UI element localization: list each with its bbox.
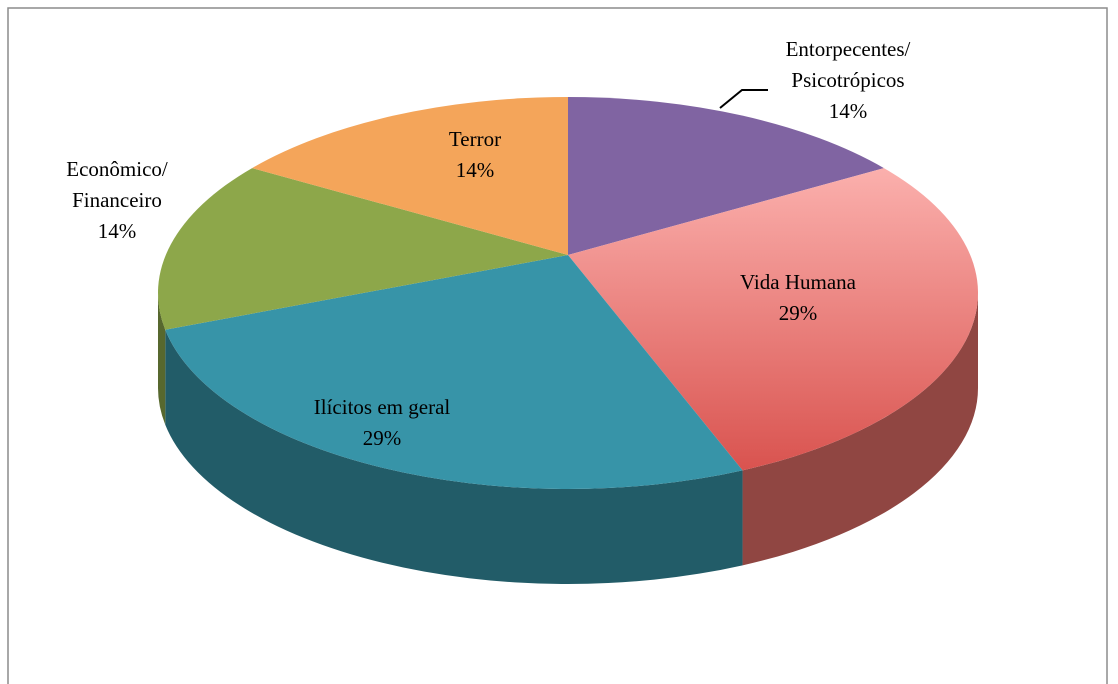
data-label: Terror (448, 127, 502, 151)
slice (157, 168, 568, 330)
frame (7, 7, 1108, 684)
slice-side (158, 293, 166, 425)
leader-line (719, 89, 768, 109)
slice-side (165, 329, 743, 585)
slice (568, 168, 978, 471)
data-label: Entorpecentes/ Psicotrópicos (785, 37, 911, 92)
slice (568, 97, 884, 255)
slice-side (742, 293, 978, 566)
slice (252, 97, 568, 255)
data-label: 14% (828, 99, 868, 123)
data-label: 29% (362, 426, 402, 450)
data-label: Ilícitos em geral (313, 395, 451, 419)
data-label: 14% (455, 158, 495, 182)
data-label: 14% (97, 219, 137, 243)
data-label: Econômico/ Financeiro (66, 157, 168, 212)
data-label: Vida Humana (740, 270, 856, 294)
slice (165, 255, 743, 489)
data-label: 29% (778, 301, 818, 325)
